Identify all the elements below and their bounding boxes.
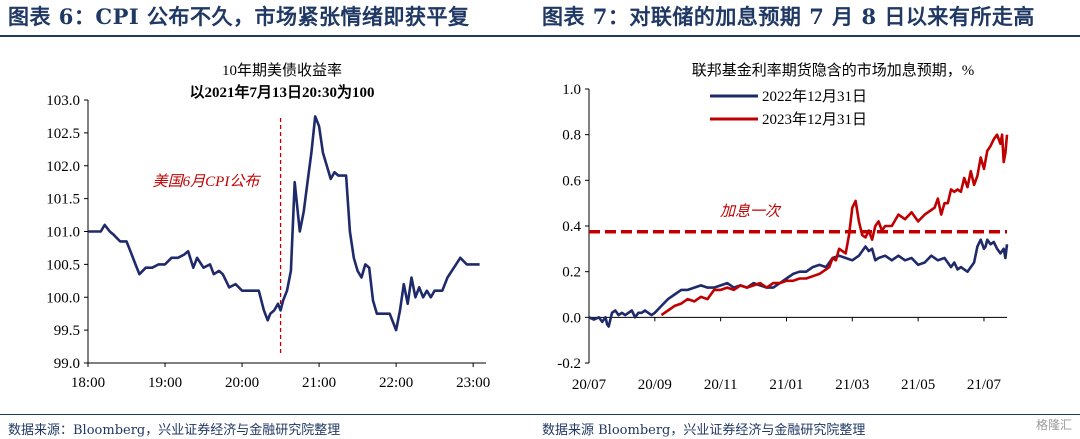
y-tick-label: 101.0 xyxy=(46,225,80,241)
left-data-source: 数据来源：Bloomberg，兴业证券经济与金融研究院整理 xyxy=(8,423,341,438)
reference-line-label: 加息一次 xyxy=(720,203,782,220)
legend: 2022年12月31日 2023年12月31日 xyxy=(710,88,867,128)
series-line-2022 xyxy=(588,238,1009,328)
y-tick-label: 103.0 xyxy=(46,93,80,109)
series-line-2023 xyxy=(660,133,1009,317)
y-tick-label: 0.4 xyxy=(562,219,581,235)
header-rule xyxy=(0,35,1080,37)
x-tick-label: 23:00 xyxy=(456,375,490,391)
left-figure-title: 图表 6：CPI 公布不久，市场紧张情绪即获平复 xyxy=(8,4,470,29)
x-tick-label: 19:00 xyxy=(148,375,182,391)
right-data-source: 数据来源 Bloomberg，兴业证券经济与金融研究院整理 xyxy=(542,423,866,438)
y-tick-label: 0.8 xyxy=(562,128,581,144)
legend-label-2022: 2022年12月31日 xyxy=(762,88,867,105)
y-tick-label: 1.0 xyxy=(562,82,581,98)
right-figure-title: 图表 7：对联储的加息预期 7 月 8 日以来有所走高 xyxy=(542,4,1035,29)
x-tick-label: 21/01 xyxy=(769,377,803,393)
left-chart-subtitle: 以2021年7月13日20:30为100 xyxy=(190,83,375,101)
y-tick-label: 0.0 xyxy=(562,310,581,326)
x-tick-label: 21/03 xyxy=(835,377,869,393)
y-tick-label: 102.5 xyxy=(46,126,80,142)
y-tick-label: 99.5 xyxy=(54,323,80,339)
right-chart: 联邦基金利率期货隐含的市场加息预期，% -0.2 0.0 0.2 0.4 0.6 0.8 1… xyxy=(557,62,1009,393)
y-tick-label: 100.0 xyxy=(46,290,80,306)
watermark: 格隆汇 xyxy=(1035,418,1072,432)
legend-label-2023: 2023年12月31日 xyxy=(762,111,867,128)
y-tick-label: -0.2 xyxy=(557,356,581,372)
y-tick-label: 99.0 xyxy=(54,356,80,372)
x-tick-label: 21/07 xyxy=(967,377,1002,393)
footer-rule xyxy=(0,414,1080,415)
x-tick-label: 21:00 xyxy=(302,375,336,391)
y-tick-label: 0.6 xyxy=(562,173,581,189)
y-tick-label: 102.0 xyxy=(46,159,80,175)
x-tick-label: 21/05 xyxy=(901,377,935,393)
x-tick-label: 20/11 xyxy=(704,377,738,393)
x-tick-label: 20:00 xyxy=(225,375,259,391)
y-tick-label: 100.5 xyxy=(46,257,80,273)
cpi-event-label: 美国6月CPI公布 xyxy=(153,173,262,190)
right-chart-title: 联邦基金利率期货隐含的市场加息预期，% xyxy=(692,62,975,79)
x-tick-label: 18:00 xyxy=(71,375,105,391)
x-tick-label: 20/09 xyxy=(638,377,672,393)
x-tick-label: 22:00 xyxy=(379,375,413,391)
x-tick-label: 20/07 xyxy=(572,377,607,393)
y-tick-label: 101.5 xyxy=(46,192,80,208)
left-chart: 10年期美债收益率 以2021年7月13日20:30为100 99.0 99.5 1… xyxy=(46,62,490,391)
yield-series-line xyxy=(88,115,480,332)
left-chart-title: 10年期美债收益率 xyxy=(222,62,342,79)
y-tick-label: 0.2 xyxy=(562,265,581,281)
